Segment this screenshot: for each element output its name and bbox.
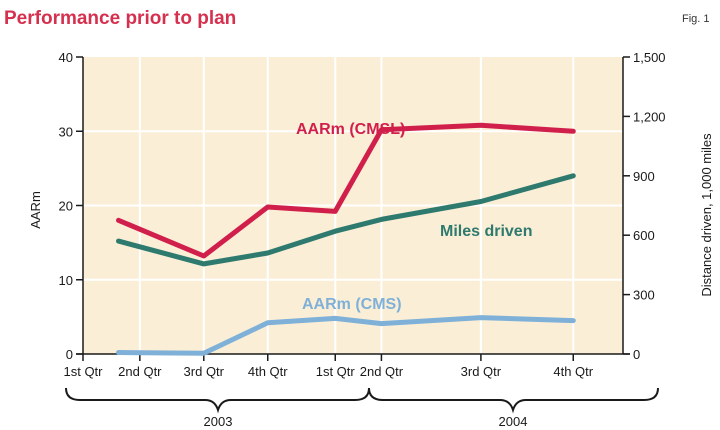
y-axis-title-right: Distance driven, 1,000 miles xyxy=(699,133,714,297)
series-label-cmsl: AARm (CMSL) xyxy=(296,121,405,138)
gridlines xyxy=(83,57,623,354)
series-label-cms: AARm (CMS) xyxy=(302,296,402,313)
series-line-0 xyxy=(116,122,576,259)
year-label-2004: 2004 xyxy=(499,414,528,429)
y-tick-label-left: 40 xyxy=(59,50,73,65)
x-tick-label: 3rd Qtr xyxy=(461,364,502,379)
x-tick-label: 2nd Qtr xyxy=(360,364,404,379)
y-tick-label-left: 30 xyxy=(59,124,73,139)
y-tick-label-right: 1,500 xyxy=(633,50,666,65)
x-tick-label: 3rd Qtr xyxy=(184,364,225,379)
x-tick-label: 1st Qtr xyxy=(316,364,356,379)
x-tick-label: 4th Qtr xyxy=(553,364,593,379)
y-tick-label-left: 10 xyxy=(59,273,73,288)
y-tick-label-right: 900 xyxy=(633,169,655,184)
y-tick-label-right: 300 xyxy=(633,288,655,303)
tick-labels: 0 10 20 30 40 0 300 600 900 1,200 1,500 1st Qtr 2nd … xyxy=(59,50,666,379)
y-tick-label-left: 20 xyxy=(59,199,73,214)
x-tick-label: 1st Qtr xyxy=(63,364,103,379)
y-tick-label-right: 600 xyxy=(633,228,655,243)
y-tick-label-left: 0 xyxy=(66,347,73,362)
figure-label: Fig. 1 xyxy=(682,13,710,25)
series-line-2 xyxy=(116,315,576,356)
year-bracket-2003 xyxy=(65,387,370,414)
y-tick-label-right: 0 xyxy=(633,347,640,362)
y-axis-title-left: AARm xyxy=(28,191,43,229)
series-lines xyxy=(116,122,576,356)
year-label-2003: 2003 xyxy=(204,414,233,429)
series-line-1 xyxy=(116,173,576,267)
x-tick-label: 2nd Qtr xyxy=(118,364,162,379)
x-tick-label: 4th Qtr xyxy=(248,364,288,379)
year-bracket-2004 xyxy=(368,387,659,414)
y-tick-label-right: 1,200 xyxy=(633,109,666,124)
chart-title: Performance prior to plan xyxy=(4,8,236,29)
series-label-miles: Miles driven xyxy=(440,223,532,240)
